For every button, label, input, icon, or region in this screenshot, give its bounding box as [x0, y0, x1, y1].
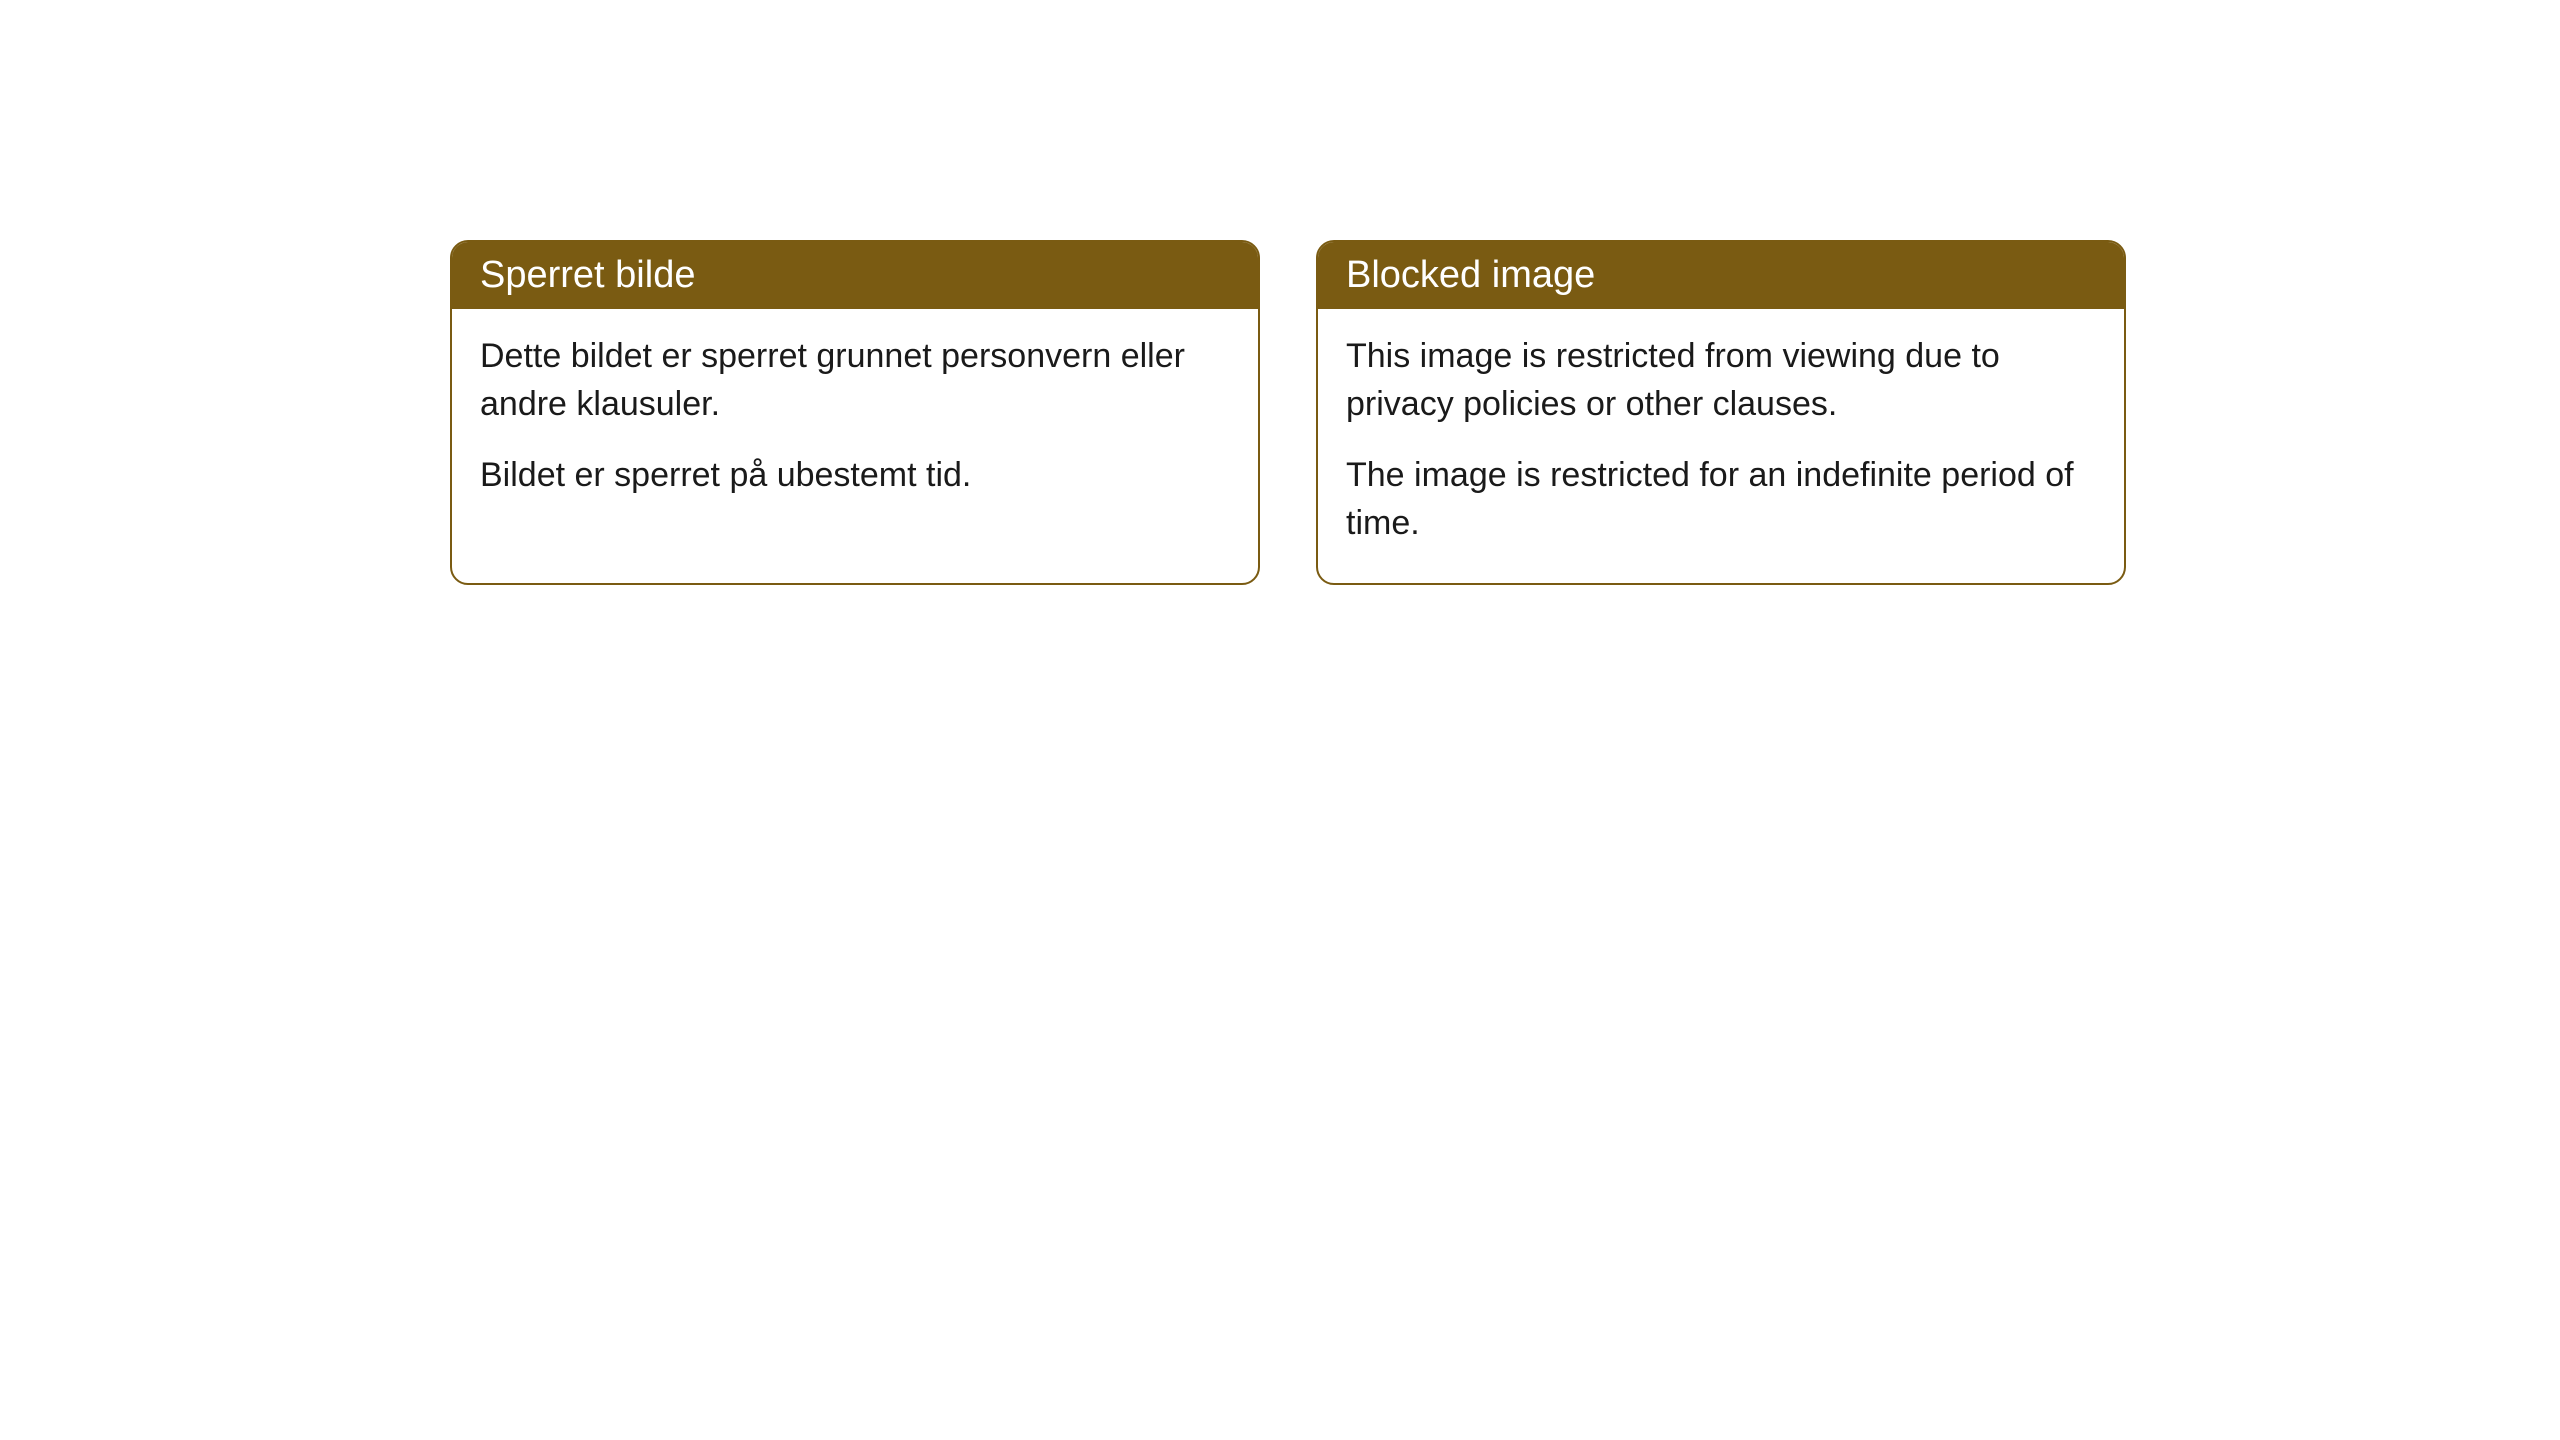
card-header: Sperret bilde — [452, 242, 1258, 309]
card-body: Dette bildet er sperret grunnet personve… — [452, 309, 1258, 536]
notice-card-norwegian: Sperret bilde Dette bildet er sperret gr… — [450, 240, 1260, 585]
card-title: Blocked image — [1346, 254, 1595, 296]
notice-cards-container: Sperret bilde Dette bildet er sperret gr… — [450, 240, 2560, 585]
card-paragraph: The image is restricted for an indefinit… — [1346, 452, 2096, 547]
card-header: Blocked image — [1318, 242, 2124, 309]
card-paragraph: This image is restricted from viewing du… — [1346, 333, 2096, 428]
card-paragraph: Dette bildet er sperret grunnet personve… — [480, 333, 1230, 428]
card-title: Sperret bilde — [480, 254, 695, 296]
notice-card-english: Blocked image This image is restricted f… — [1316, 240, 2126, 585]
card-body: This image is restricted from viewing du… — [1318, 309, 2124, 583]
card-paragraph: Bildet er sperret på ubestemt tid. — [480, 452, 1230, 500]
